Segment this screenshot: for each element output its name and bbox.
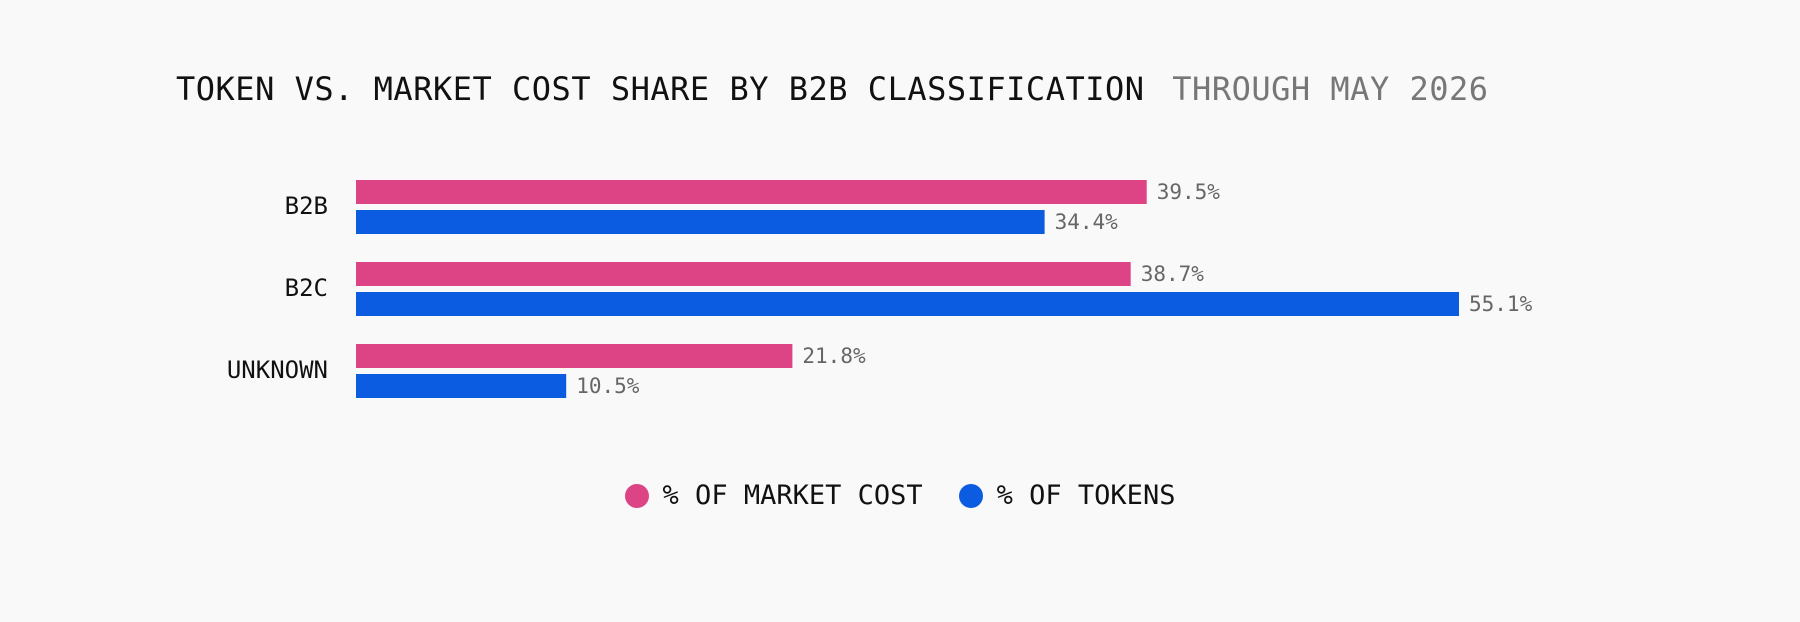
bar [356, 262, 1131, 286]
legend-item: % OF TOKENS [958, 480, 1176, 511]
bar [356, 292, 1459, 316]
bar-value-label: 10.5% [576, 374, 640, 398]
bar [356, 344, 793, 368]
bar-value-label: 38.7% [1141, 262, 1205, 286]
legend-swatch [958, 483, 983, 508]
bar [356, 180, 1147, 204]
legend-label: % OF MARKET COST [662, 480, 923, 511]
category-label: B2B [285, 192, 328, 220]
chart-subtitle: THROUGH MAY 2026 [1172, 70, 1489, 108]
bar-value-label: 34.4% [1055, 210, 1119, 234]
legend-swatch [624, 483, 649, 508]
category-label: UNKNOWN [227, 356, 328, 384]
bar-value-label: 39.5% [1157, 180, 1221, 204]
bar [356, 210, 1045, 234]
bar-value-label: 21.8% [802, 344, 866, 368]
chart-legend: % OF MARKET COST % OF TOKENS [0, 480, 1800, 511]
bar-value-label: 55.1% [1469, 292, 1533, 316]
bar-chart: B2B 39.5% 34.4% B2C 38.7% 55.1% UNKNOWN 21.8% 10… [227, 180, 1533, 398]
legend-item: % OF MARKET COST [624, 480, 923, 511]
legend-label: % OF TOKENS [996, 480, 1176, 511]
bar [356, 374, 567, 398]
chart-title-main: TOKEN VS. MARKET COST SHARE BY B2B CLASS… [176, 70, 1145, 108]
category-label: B2C [285, 274, 328, 302]
chart-title: TOKEN VS. MARKET COST SHARE BY B2B CLASS… [176, 70, 1489, 108]
